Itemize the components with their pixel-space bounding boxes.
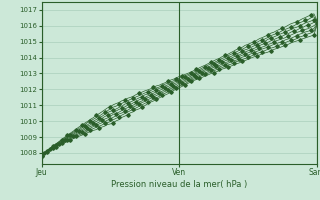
X-axis label: Pression niveau de la mer( hPa ): Pression niveau de la mer( hPa ) [111, 180, 247, 189]
